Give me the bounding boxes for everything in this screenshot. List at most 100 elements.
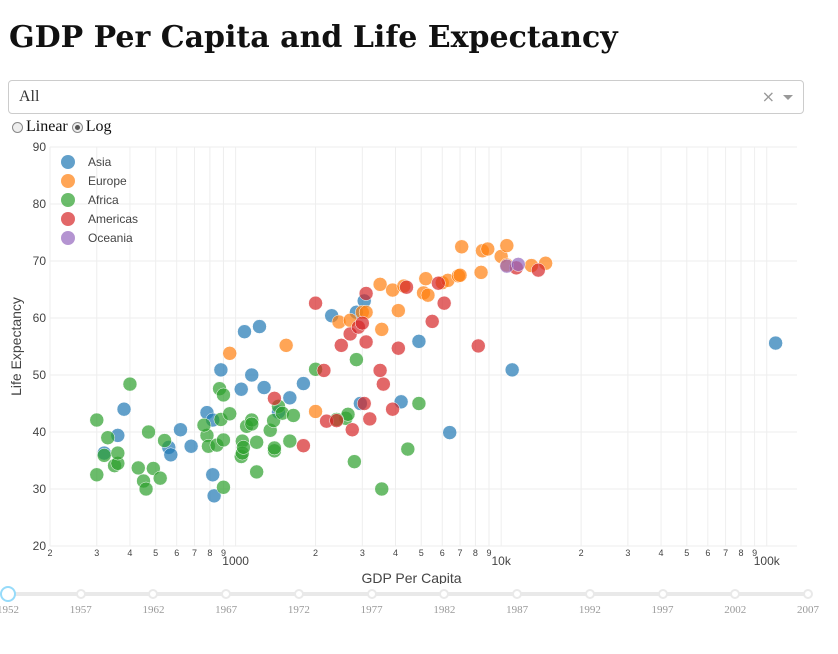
data-point-europe[interactable] <box>374 322 389 337</box>
year-slider[interactable]: 1952 1957 1962 1967 1972 1977 1982 1987 1992 1997… <box>0 582 838 622</box>
slider-mark-label[interactable]: 1987 <box>506 604 529 616</box>
data-point-africa[interactable] <box>244 416 259 432</box>
data-point-africa[interactable] <box>374 481 389 497</box>
continent-dropdown[interactable]: All × <box>8 80 804 114</box>
data-point-asia[interactable] <box>296 376 311 391</box>
data-point-asia[interactable] <box>205 467 220 482</box>
data-point-africa[interactable] <box>152 470 168 486</box>
slider-dot[interactable] <box>512 589 523 599</box>
slider-mark-label[interactable]: 1992 <box>578 604 601 616</box>
data-point-europe[interactable] <box>222 346 237 361</box>
data-point-africa[interactable] <box>249 464 264 480</box>
data-point-africa[interactable] <box>216 480 231 495</box>
clear-icon[interactable]: × <box>761 87 775 106</box>
data-point-asia[interactable] <box>173 422 188 437</box>
data-point-europe[interactable] <box>454 239 469 254</box>
data-point-africa[interactable] <box>138 481 154 497</box>
data-point-asia[interactable] <box>768 335 783 351</box>
slider-rail[interactable] <box>8 592 808 596</box>
data-point-asia[interactable] <box>206 488 222 504</box>
data-point-americas[interactable] <box>329 413 344 428</box>
slider-mark-label[interactable]: 2002 <box>724 604 747 616</box>
data-point-americas[interactable] <box>471 338 486 354</box>
data-point-americas[interactable] <box>391 340 406 356</box>
slider-mark-label[interactable]: 1957 <box>69 604 92 616</box>
data-point-africa[interactable] <box>100 430 116 445</box>
data-point-africa[interactable] <box>411 396 427 411</box>
slider-dot[interactable] <box>366 589 377 599</box>
data-point-asia[interactable] <box>252 319 267 334</box>
data-point-europe[interactable] <box>480 241 495 257</box>
data-point-asia[interactable] <box>244 367 259 383</box>
data-point-asia[interactable] <box>116 401 132 417</box>
data-point-asia[interactable] <box>213 362 229 378</box>
data-point-americas[interactable] <box>385 401 400 417</box>
data-point-americas[interactable] <box>358 334 374 350</box>
data-point-africa[interactable] <box>216 387 231 403</box>
data-point-europe[interactable] <box>372 277 388 292</box>
data-point-europe[interactable] <box>308 404 323 419</box>
radio-linear[interactable]: Linear <box>12 118 68 136</box>
data-point-americas[interactable] <box>355 315 370 331</box>
slider-mark-label[interactable]: 1982 <box>433 604 456 616</box>
slider-mark-label[interactable]: 1997 <box>651 604 674 616</box>
radio-linear-circle[interactable] <box>12 121 23 133</box>
data-point-africa[interactable] <box>89 412 105 428</box>
slider-mark-label[interactable]: 2007 <box>797 604 819 616</box>
data-point-africa[interactable] <box>282 433 298 449</box>
slider-mark-label[interactable]: 1977 <box>360 604 383 616</box>
data-point-africa[interactable] <box>131 460 146 476</box>
data-point-asia[interactable] <box>442 425 457 440</box>
data-point-africa[interactable] <box>267 440 282 456</box>
data-point-africa[interactable] <box>122 376 138 392</box>
data-point-africa[interactable] <box>89 467 105 482</box>
data-point-africa[interactable] <box>349 352 364 367</box>
data-point-americas[interactable] <box>316 363 332 378</box>
slider-dot[interactable] <box>148 589 159 599</box>
slider-dot[interactable] <box>75 589 86 599</box>
slider-dot[interactable] <box>439 589 450 599</box>
data-point-americas[interactable] <box>356 396 372 411</box>
slider-dot[interactable] <box>221 589 232 599</box>
data-point-asia[interactable] <box>163 447 179 463</box>
data-point-americas[interactable] <box>531 262 546 278</box>
slider-mark-label[interactable]: 1962 <box>142 604 165 616</box>
radio-log[interactable]: Log <box>71 118 112 136</box>
data-point-africa[interactable] <box>96 448 112 463</box>
slider-mark-label[interactable]: 1972 <box>287 604 310 616</box>
data-point-europe[interactable] <box>452 268 468 283</box>
data-point-americas[interactable] <box>358 286 374 301</box>
data-point-europe[interactable] <box>278 338 294 353</box>
slider-dot[interactable] <box>657 589 668 599</box>
data-point-americas[interactable] <box>372 363 388 378</box>
data-point-asia[interactable] <box>504 362 520 378</box>
data-point-americas[interactable] <box>436 295 452 311</box>
data-point-asia[interactable] <box>233 382 249 397</box>
data-point-americas[interactable] <box>399 279 414 295</box>
data-point-africa[interactable] <box>236 440 251 455</box>
data-point-americas[interactable] <box>424 314 440 329</box>
data-point-africa[interactable] <box>157 433 172 448</box>
data-point-americas[interactable] <box>334 338 349 353</box>
data-point-africa[interactable] <box>400 441 416 457</box>
chevron-down-icon[interactable] <box>783 95 793 100</box>
data-point-africa[interactable] <box>196 417 212 433</box>
slider-dot[interactable] <box>803 589 813 599</box>
data-point-americas[interactable] <box>362 411 378 427</box>
data-point-africa[interactable] <box>222 406 237 422</box>
data-point-americas[interactable] <box>431 275 446 291</box>
slider-mark-label[interactable]: 1952 <box>0 604 19 616</box>
slider-dot[interactable] <box>584 589 595 599</box>
data-point-americas[interactable] <box>267 391 282 406</box>
data-point-oceania[interactable] <box>511 257 526 272</box>
data-point-africa[interactable] <box>141 424 156 440</box>
data-point-africa[interactable] <box>110 445 126 461</box>
data-point-africa[interactable] <box>216 432 231 448</box>
data-point-asia[interactable] <box>411 334 427 349</box>
data-point-americas[interactable] <box>376 376 391 392</box>
data-point-africa[interactable] <box>249 435 264 450</box>
radio-log-circle[interactable] <box>71 121 83 133</box>
data-point-europe[interactable] <box>391 303 406 318</box>
data-point-asia[interactable] <box>282 390 298 406</box>
data-point-europe[interactable] <box>418 271 434 286</box>
